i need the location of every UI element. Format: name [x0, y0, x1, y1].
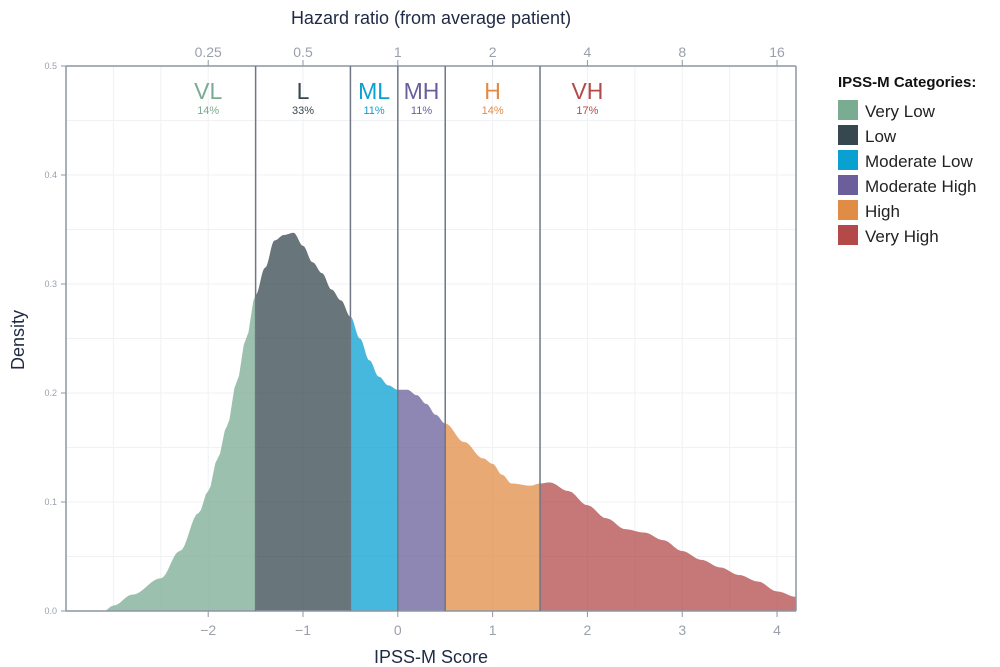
top-tick-label: 8: [678, 44, 686, 60]
density-area-mh: [397, 389, 446, 611]
top-tick-label: 0.5: [293, 44, 313, 60]
density-area-l: [255, 232, 351, 611]
legend-swatch-l: [838, 125, 858, 145]
legend-label-ml: Moderate Low: [865, 152, 973, 171]
category-percent-l: 33%: [292, 105, 314, 117]
x-tick-label: 4: [773, 622, 781, 638]
y-tick-label: 0.1: [44, 497, 57, 507]
legend-swatch-vl: [838, 100, 858, 120]
plot-frame: [65, 65, 797, 612]
top-tick-label: 16: [769, 44, 785, 60]
density-area-vh: [540, 482, 796, 611]
category-abbr-l: L: [297, 78, 310, 104]
legend-swatch-h: [838, 200, 858, 220]
top-tick-label: 4: [584, 44, 592, 60]
y-axis-title: Density: [8, 310, 28, 370]
category-percent-mh: 11%: [411, 105, 432, 117]
density-area-vl: [66, 294, 256, 611]
legend-label-h: High: [865, 202, 900, 221]
category-percent-ml: 11%: [364, 105, 385, 117]
legend-swatch-ml: [838, 150, 858, 170]
density-areas: [66, 232, 796, 611]
top-tick-label: 0.25: [195, 44, 222, 60]
top-axis-title: Hazard ratio (from average patient): [291, 8, 571, 28]
legend-swatch-mh: [838, 175, 858, 195]
category-abbr-ml: ML: [358, 78, 390, 104]
category-abbr-mh: MH: [404, 78, 440, 104]
category-abbr-vh: VH: [571, 78, 603, 104]
legend-swatch-vh: [838, 225, 858, 245]
legend-label-l: Low: [865, 127, 897, 146]
axes: −2 −1 0 1 2 3 4 0.25 0.5 1 2 4 8 16 0.0 0.1 0.2 0.3 0.4 0.5: [44, 44, 785, 638]
density-area-h: [445, 423, 541, 611]
category-percent-h: 14%: [482, 105, 504, 117]
x-tick-label: 2: [584, 622, 592, 638]
category-percent-vh: 17%: [576, 105, 598, 117]
x-tick-label: 1: [489, 622, 497, 638]
density-area-ml: [350, 316, 398, 611]
y-tick-label: 0.4: [44, 170, 57, 180]
top-tick-label: 1: [394, 44, 402, 60]
legend-label-vl: Very Low: [865, 102, 936, 121]
x-axis-title: IPSS-M Score: [374, 647, 488, 667]
x-tick-label: 3: [678, 622, 686, 638]
legend-title: IPSS-M Categories:: [838, 74, 976, 91]
y-tick-label: 0.2: [44, 388, 57, 398]
legend-label-vh: Very High: [865, 227, 939, 246]
category-percent-vl: 14%: [197, 105, 219, 117]
category-abbr-vl: VL: [194, 78, 222, 104]
legend-label-mh: Moderate High: [865, 177, 977, 196]
y-tick-label: 0.5: [44, 61, 57, 71]
legend: IPSS-M Categories: Very Low Low Moderate L…: [838, 74, 977, 246]
x-tick-label: 0: [394, 622, 402, 638]
x-tick-label: −2: [200, 622, 216, 638]
top-tick-label: 2: [489, 44, 497, 60]
y-tick-label: 0.0: [44, 606, 57, 616]
category-abbr-h: H: [484, 78, 501, 104]
y-tick-label: 0.3: [44, 279, 57, 289]
x-tick-label: −1: [295, 622, 311, 638]
